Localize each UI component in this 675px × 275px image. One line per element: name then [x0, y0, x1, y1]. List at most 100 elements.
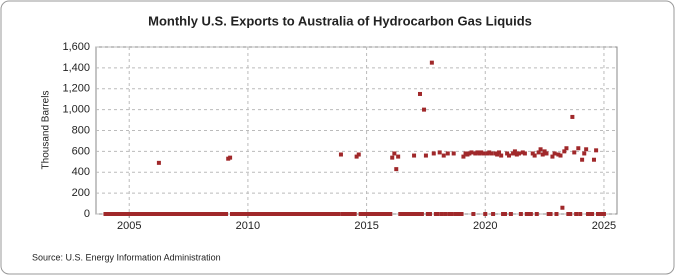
data-point: [467, 151, 472, 156]
data-point: [471, 212, 476, 216]
data-point: [522, 151, 527, 156]
data-point: [200, 212, 205, 216]
data-point: [416, 212, 421, 216]
data-point: [576, 146, 581, 151]
data-point: [441, 153, 446, 158]
data-point: [502, 212, 507, 216]
data-point: [497, 150, 502, 155]
data-point: [552, 151, 557, 156]
data-point: [574, 212, 579, 216]
data-point: [129, 212, 134, 216]
data-point: [123, 212, 128, 216]
data-point: [505, 151, 510, 156]
data-point: [514, 152, 519, 157]
data-point: [111, 212, 116, 216]
data-point: [360, 212, 365, 216]
data-point: [194, 212, 199, 216]
data-point: [342, 212, 347, 216]
data-point: [188, 212, 193, 216]
data-point: [431, 151, 436, 156]
data-point: [435, 212, 440, 216]
source-note: Source: U.S. Energy Information Administ…: [32, 252, 221, 262]
data-point: [354, 154, 359, 159]
y-tick-label: 1,600: [62, 41, 90, 53]
data-point: [135, 212, 140, 216]
data-point: [289, 212, 294, 216]
data-point: [591, 157, 596, 162]
data-point: [560, 205, 565, 210]
data-point: [469, 150, 474, 155]
data-point: [170, 212, 175, 216]
y-tick-label: 1,200: [62, 83, 90, 95]
data-point: [532, 153, 537, 158]
data-point: [550, 154, 555, 159]
data-point: [247, 212, 252, 216]
data-point: [412, 153, 417, 158]
data-point: [164, 212, 169, 216]
x-tick-label: 2020: [473, 220, 497, 232]
data-point: [554, 212, 559, 216]
data-point: [512, 149, 517, 154]
data-point: [283, 212, 288, 216]
data-point: [419, 212, 424, 216]
data-point: [301, 212, 306, 216]
data-point: [330, 212, 335, 216]
data-point: [572, 150, 577, 155]
data-point: [146, 212, 151, 216]
data-point: [230, 212, 235, 216]
y-tick-label: 400: [72, 166, 90, 178]
data-point: [356, 152, 361, 157]
data-point: [558, 153, 563, 158]
data-point: [271, 212, 276, 216]
data-point: [348, 212, 353, 216]
data-point: [530, 151, 535, 156]
data-point: [241, 212, 246, 216]
data-point: [601, 212, 606, 216]
data-point: [455, 212, 460, 216]
data-point: [224, 212, 229, 216]
data-point: [390, 155, 395, 160]
data-point: [152, 212, 157, 216]
data-point: [313, 212, 318, 216]
data-point: [392, 151, 397, 156]
data-point: [394, 167, 399, 172]
data-point: [459, 212, 464, 216]
data-point: [590, 212, 595, 216]
data-point: [564, 146, 569, 151]
data-point: [265, 212, 270, 216]
data-point: [489, 151, 494, 156]
chart-title: Monthly U.S. Exports to Australia of Hyd…: [148, 13, 532, 28]
data-point: [396, 154, 401, 159]
data-point: [338, 152, 343, 157]
data-point: [582, 151, 587, 156]
data-point: [542, 149, 547, 154]
data-point: [461, 154, 466, 159]
data-point: [307, 212, 312, 216]
data-point: [408, 212, 413, 216]
data-point: [584, 147, 589, 152]
data-point: [140, 212, 145, 216]
data-point: [176, 212, 181, 216]
data-point: [479, 150, 484, 155]
data-point: [597, 212, 602, 216]
data-point: [445, 151, 450, 156]
data-point: [423, 153, 428, 158]
data-point: [417, 91, 422, 96]
x-tick-label: 2015: [354, 220, 378, 232]
data-point: [235, 212, 240, 216]
data-point: [481, 151, 486, 156]
data-point: [253, 212, 258, 216]
data-point: [580, 157, 585, 162]
data-point: [451, 151, 456, 156]
y-axis-label: Thousand Barrels: [41, 91, 52, 170]
data-point: [578, 212, 583, 216]
data-point: [228, 155, 233, 160]
data-point: [526, 212, 531, 216]
data-point: [518, 212, 523, 216]
data-point: [182, 212, 187, 216]
data-point: [536, 150, 541, 155]
data-point: [570, 114, 575, 119]
data-point: [568, 212, 573, 216]
data-point: [439, 212, 444, 216]
